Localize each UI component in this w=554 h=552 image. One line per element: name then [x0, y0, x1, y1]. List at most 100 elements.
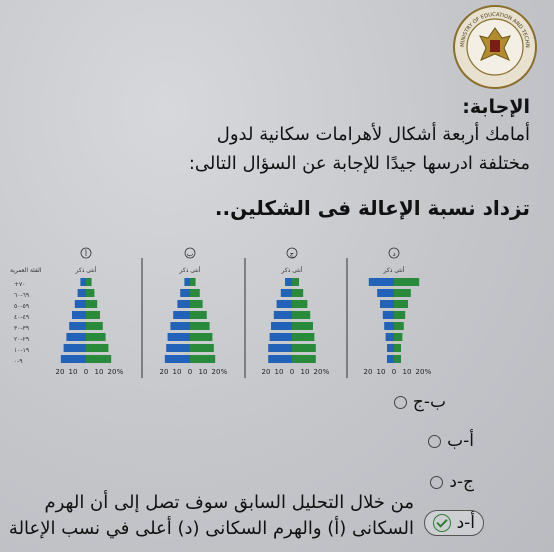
axis-tick: 20: [108, 368, 117, 376]
female-bar: [280, 289, 292, 297]
option-3[interactable]: ج-د: [430, 472, 474, 492]
female-bar: [285, 278, 292, 286]
axis-tick: 0: [392, 368, 396, 376]
female-bar: [377, 289, 394, 297]
axis-tick: 20: [364, 368, 373, 376]
option-2-radio[interactable]: [428, 434, 442, 448]
axis-tick: 10: [403, 368, 412, 376]
female-bar: [167, 333, 190, 341]
male-bar: [86, 355, 112, 363]
axis-tick: 20: [314, 368, 323, 376]
pyramid-label-circle: [184, 247, 196, 259]
female-bar: [170, 322, 190, 330]
axis-tick: 10: [377, 368, 386, 376]
male-bar: [86, 278, 92, 286]
male-bar: [190, 344, 214, 352]
option-4[interactable]: أ-د: [423, 510, 484, 536]
female-bar: [384, 322, 394, 330]
age-label: ٤٩-٤٠: [14, 314, 29, 321]
female-bar: [271, 322, 292, 330]
female-bar: [74, 300, 86, 308]
ministry-logo: MINISTRY OF EDUCATION AND TECHNICAL: [452, 4, 537, 89]
male-bar: [292, 344, 316, 352]
female-bar: [177, 300, 190, 308]
axis-tick: 20: [416, 368, 425, 376]
option-4-label: أ-د: [456, 513, 475, 533]
age-header: الفئة العمرية: [10, 267, 42, 274]
age-label: ١٩-١٠: [14, 347, 29, 354]
male-bar: [190, 278, 196, 286]
option-2-label: أ-ب: [447, 431, 474, 451]
option-1[interactable]: ب-ج: [393, 392, 446, 412]
sex-legend: أنثى ذكر: [383, 266, 405, 274]
male-bar: [394, 355, 401, 363]
axis-tick: 20: [262, 368, 271, 376]
male-bar: [86, 300, 98, 308]
age-label: ٣٩-٣٠: [14, 325, 29, 332]
male-bar: [394, 333, 403, 341]
axis-tick: %: [425, 368, 432, 376]
male-bar: [292, 333, 315, 341]
female-bar: [268, 355, 292, 363]
male-bar: [86, 289, 95, 297]
female-bar: [368, 278, 394, 286]
axis-tick: 10: [69, 368, 78, 376]
male-bar: [292, 322, 313, 330]
sex-legend: أنثى ذكر: [75, 266, 97, 274]
female-bar: [387, 355, 394, 363]
male-bar: [190, 322, 210, 330]
population-pyramids: الفئة العمرية +٧٠ ٦٩-٦٠ ٥٩-٥٠ ٤٩-٤٠ ٣٩-٣٠ ٢٩-٢…: [10, 247, 432, 378]
male-bar: [292, 300, 308, 308]
intro-line-1: أمامك أربعة أشكال لأهرامات سكانية لدول: [216, 124, 530, 145]
female-bar: [173, 311, 190, 319]
male-bar: [394, 322, 404, 330]
axis-tick: 10: [199, 368, 208, 376]
male-bar: [86, 344, 109, 352]
female-bar: [60, 355, 86, 363]
female-bar: [385, 333, 394, 341]
male-bar: [292, 355, 316, 363]
axis-tick: %: [323, 368, 330, 376]
female-bar: [268, 344, 292, 352]
pyramid-label: د: [392, 250, 395, 258]
female-bar: [184, 278, 190, 286]
axis-tick: 0: [84, 368, 88, 376]
option-3-label: ج-د: [449, 472, 474, 492]
male-bar: [190, 355, 216, 363]
explanation-line-1: من خلال التحليل السابق سوف تصل إلى أن ال…: [44, 492, 414, 513]
intro-line-2: مختلفة ادرسها جيدًا للإجابة عن السؤال ال…: [188, 153, 530, 174]
question-text: تزداد نسبة الإعالة فى الشكلين..: [214, 196, 530, 220]
axis-tick: 20: [56, 368, 65, 376]
male-bar: [394, 311, 406, 319]
option-1-label: ب-ج: [412, 392, 446, 412]
female-bar: [269, 333, 292, 341]
male-bar: [394, 278, 420, 286]
option-4-check-icon[interactable]: [432, 514, 451, 532]
age-label: ٦٩-٦٠: [14, 292, 29, 299]
sex-legend: أنثى ذكر: [179, 266, 201, 274]
male-bar: [86, 322, 103, 330]
male-bar: [394, 300, 408, 308]
axis-tick: 0: [290, 368, 294, 376]
male-bar: [190, 311, 207, 319]
option-1-radio[interactable]: [393, 395, 407, 409]
male-bar: [394, 344, 401, 352]
male-bar: [292, 311, 311, 319]
pyramid-label-circle: [286, 247, 298, 259]
female-bar: [276, 300, 292, 308]
female-bar: [69, 322, 86, 330]
axis-tick: 20: [212, 368, 221, 376]
female-bar: [380, 300, 394, 308]
female-bar: [166, 344, 190, 352]
age-label: ٩-٠: [14, 358, 23, 365]
male-bar: [292, 278, 299, 286]
option-3-radio[interactable]: [430, 475, 444, 489]
age-label: ٢٩-٢٠: [14, 336, 29, 343]
option-2[interactable]: أ-ب: [428, 431, 474, 451]
male-bar: [190, 333, 213, 341]
female-bar: [72, 311, 86, 319]
axis-tick: 10: [173, 368, 182, 376]
axis-tick: 10: [301, 368, 310, 376]
axis-tick: 0: [188, 368, 192, 376]
